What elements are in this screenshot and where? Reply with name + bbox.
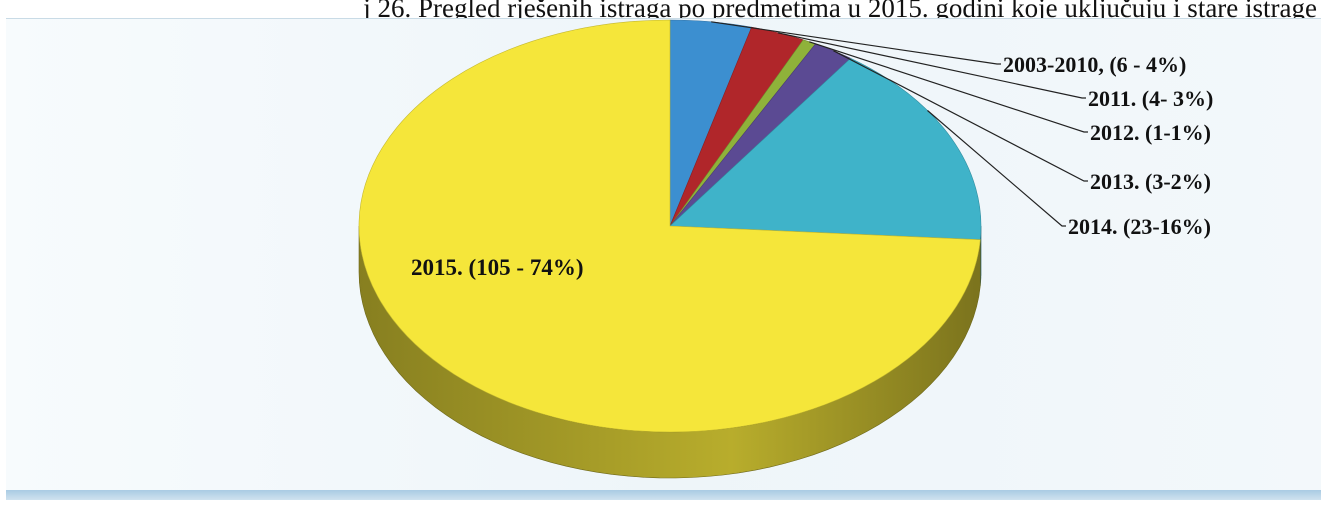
pie-chart: 2003-2010, (6 - 4%) 2011. (4- 3%) 2012. (1… [358,19,1213,479]
pie-slice-2014 [669,57,982,241]
chart-area: 2003-2010, (6 - 4%) 2011. (4- 3%) 2012. (1… [6,18,1321,491]
slice-label-2015: 2015. (105 - 74%) [411,255,583,280]
slice-label-2011: 2011. (4- 3%) [1088,86,1213,111]
chart-caption: j 26. Pregled rješenih istraga po predme… [363,0,1317,23]
leader-line-2012 [809,41,1088,133]
leader-line-2011 [777,32,1086,99]
bottom-border-band [6,490,1321,500]
slice-label-2012: 2012. (1-1%) [1090,120,1211,145]
leader-line-2013 [833,50,1088,182]
slice-label-2013: 2013. (3-2%) [1090,169,1211,194]
slice-label-2014: 2014. (23-16%) [1068,214,1211,239]
leader-line-2014 [927,110,1066,227]
pie-slice-2015 [358,19,981,433]
slice-label-2003-2010: 2003-2010, (6 - 4%) [1003,52,1186,77]
leader-line-2003-2010 [711,21,1001,65]
